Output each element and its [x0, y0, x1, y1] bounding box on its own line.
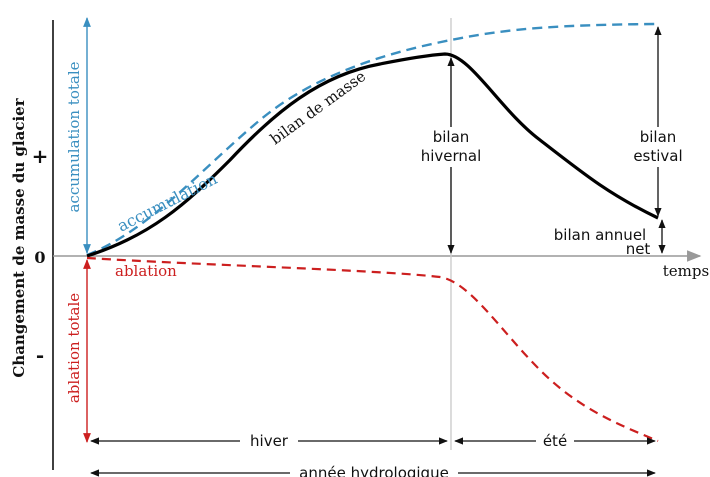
bilan-de-masse-label: bilan de masse	[267, 67, 369, 148]
annee-hydrologique-label: année hydrologique	[299, 464, 449, 477]
bilan-hivernal-label-2: hivernal	[421, 147, 482, 165]
y-axis-label: Changement de masse du glacier	[10, 97, 28, 377]
accumulation-curve	[86, 22, 656, 257]
ablation-totale-label: ablation totale	[65, 293, 83, 403]
ete-label: été	[543, 432, 567, 450]
bilan-estival-label-bg	[630, 127, 688, 167]
bilan-hivernal-label-1: bilan	[433, 128, 470, 146]
ablation-curve	[86, 256, 659, 443]
time-axis-label: temps	[663, 262, 709, 280]
bilan-hivernal-label-bg	[412, 127, 490, 167]
hiver-label-bg	[240, 429, 298, 451]
bilan-annuel-label-1: bilan annuel	[554, 226, 646, 244]
hiver-label: hiver	[250, 432, 289, 450]
ete-label-bg	[536, 429, 574, 451]
sign-plus: +	[32, 144, 49, 168]
sign-zero: 0	[34, 248, 45, 267]
bilan-de-masse-curve	[86, 52, 659, 258]
bilan-annuel-label-2: net	[626, 240, 651, 258]
accumulation-totale-label: accumulation totale	[65, 61, 83, 212]
bilan-estival-label-2: estival	[633, 147, 682, 165]
ablation-label: ablation	[115, 262, 177, 280]
sign-minus: -	[36, 343, 44, 367]
annee-hydrologique-label-bg	[290, 462, 458, 477]
bilan-estival-label-1: bilan	[640, 128, 677, 146]
accumulation-label: accumulation	[114, 169, 220, 236]
